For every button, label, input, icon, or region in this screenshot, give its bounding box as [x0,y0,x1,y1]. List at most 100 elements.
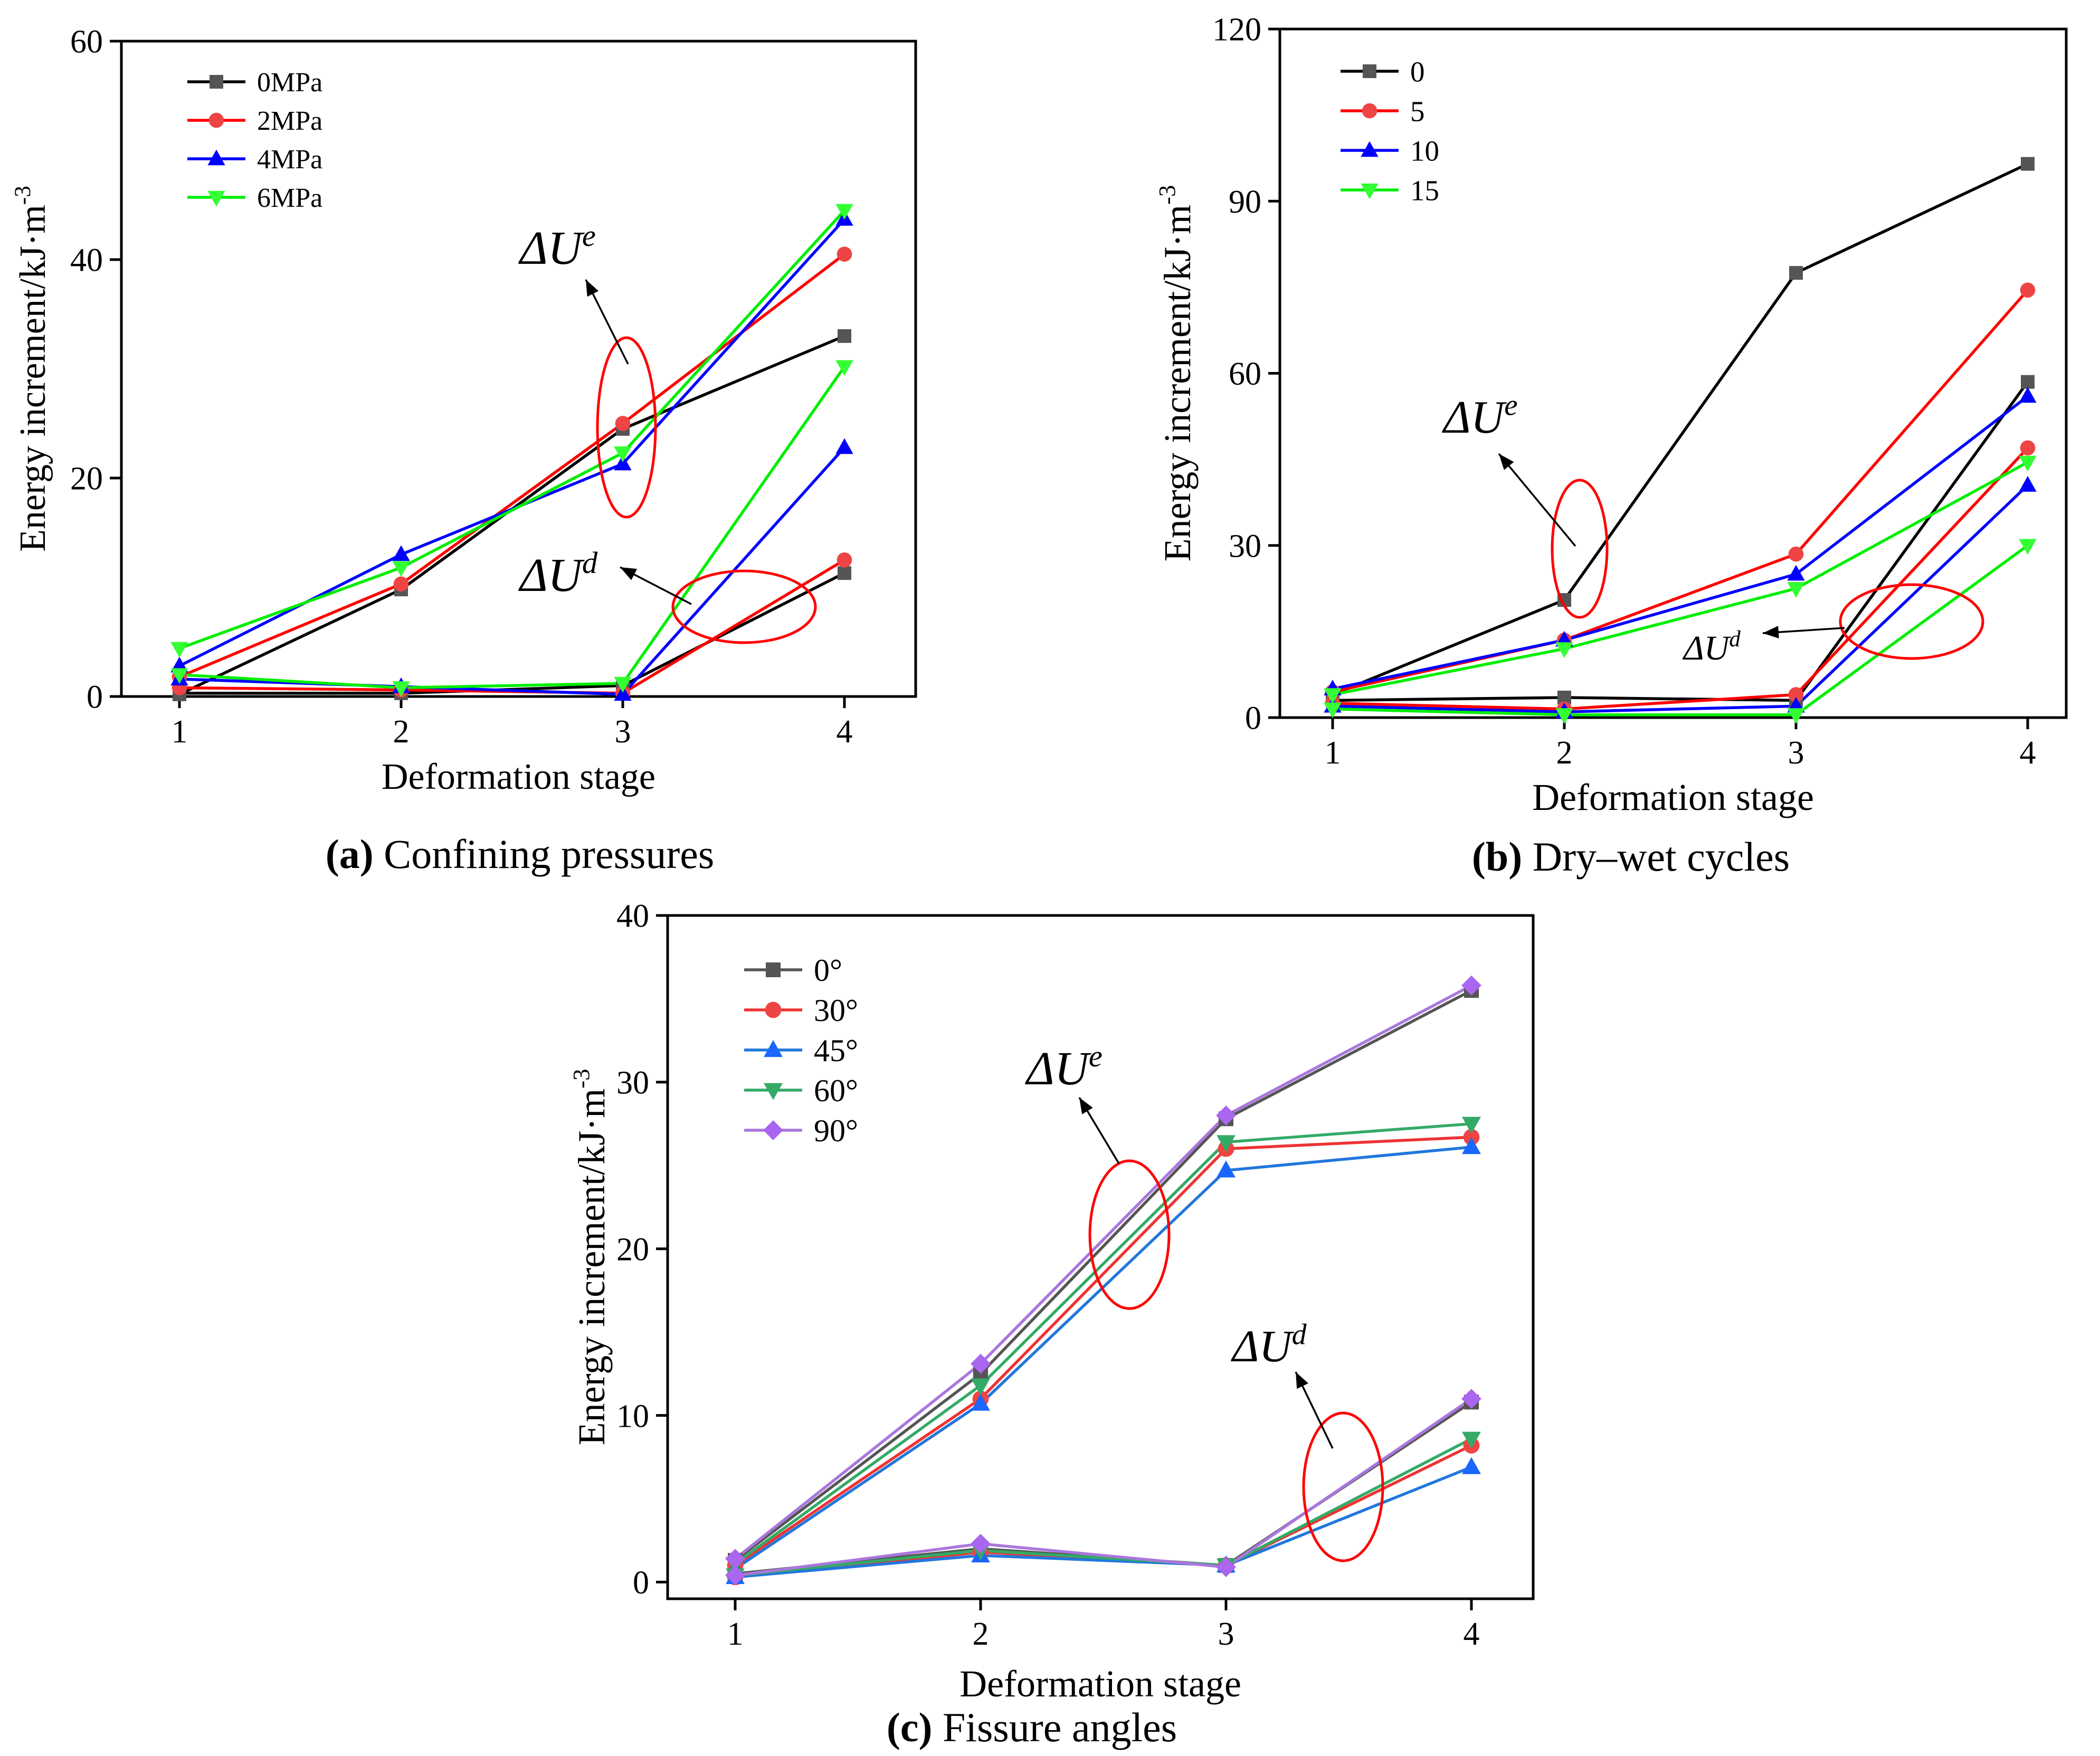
legend-marker [207,149,225,166]
data-point-dissipated [835,438,853,454]
y-axis-label-main: Energy increment/kJ·m [13,205,53,552]
y-tick-label: 60 [1229,356,1261,392]
legend-label: 45° [814,1033,858,1068]
data-point-elastic [725,1549,745,1569]
x-tick-label: 1 [172,714,188,750]
chart-panel-a: 0 20 40 60 1 2 3 4 Deformation stage Energy incre… [10,24,917,877]
annotation-main: ΔU [518,549,585,602]
data-point-dissipated [614,685,632,701]
plot-frame [666,914,1535,1600]
arrow-head [620,567,638,580]
annotation-main: ΔU [1025,1043,1091,1095]
panel-caption: (b) Dry–wet cycles [1472,834,1790,880]
series-line-dissipated [179,571,845,695]
annotation-sup: d [1729,627,1741,652]
series-line-dissipated [735,1465,1472,1579]
y-tick-label: 90 [1229,184,1261,220]
highlight-ellipse [1302,1411,1384,1562]
x-tick-label: 2 [393,714,410,750]
caption-text: Fissure angles [932,1704,1177,1750]
annotation-sup: e [1089,1039,1103,1073]
legend-label: 10 [1410,135,1439,167]
legend-label: 30° [814,993,858,1028]
data-point-dissipated [1788,687,1804,702]
y-axis-label-main: Energy increment/kJ·m [1156,205,1199,561]
x-tick-label: 2 [973,1616,989,1652]
data-point-elastic [1788,546,1804,562]
series-line-elastic [1332,395,2029,691]
arrow-head [1499,454,1514,470]
legend-marker [765,1001,782,1018]
data-point-elastic [2021,157,2035,171]
y-tick-label: 40 [616,899,649,934]
legend-marker [1361,183,1379,199]
data-point-dissipated [170,668,188,684]
x-tick-label: 3 [1218,1616,1234,1652]
data-point-elastic [838,329,851,343]
data-point-elastic [971,1394,990,1411]
data-point-elastic [2019,455,2037,472]
annotation-main: ΔU [1442,392,1507,443]
annotation-sup: d [582,546,598,580]
data-point-elastic [614,446,632,462]
data-point-dissipated [838,566,851,580]
y-tick-label: 30 [1229,528,1261,564]
legend-marker [766,962,781,977]
data-point-dissipated [725,1565,745,1586]
legend-marker [210,75,223,89]
data-point-elastic [1787,565,1805,581]
data-point-elastic [971,1353,991,1374]
plot-frame [120,40,917,698]
data-point-elastic [615,416,631,431]
arrow-head [1763,626,1779,639]
series-line-elastic [179,209,846,650]
legend-marker [763,1120,783,1140]
data-point-elastic [1217,1135,1236,1152]
data-point-elastic [2020,282,2036,298]
series-line-dissipated [735,1401,1472,1576]
legend-label: 0 [1410,55,1425,88]
y-tick-label: 0 [1245,701,1261,737]
panel-caption: (a) Confining pressures [326,831,715,877]
data-point-elastic [1463,1129,1480,1146]
y-axis-label-main: Energy increment/kJ·m [571,1089,613,1445]
caption-label: (c) [887,1704,933,1750]
annotation-elastic: ΔUe [518,218,596,274]
data-point-elastic [1217,1160,1236,1178]
data-point-dissipated [835,360,853,376]
data-point-dissipated [2020,440,2036,456]
y-axis-label: Energy increment/kJ·m-3 [568,1069,613,1446]
x-tick-label: 1 [727,1616,744,1652]
x-tick-label: 3 [1788,735,1804,771]
x-tick-label: 4 [1464,1616,1480,1652]
annotation-main: ΔU [1231,1321,1294,1371]
x-tick-label: 1 [1325,735,1341,771]
data-point-dissipated [1324,702,1342,719]
legend-label: 6MPa [257,183,322,213]
data-point-elastic [1789,266,1803,280]
highlight-ellipse [1088,1159,1171,1310]
caption-text: Dry–wet cycles [1522,834,1790,880]
data-point-dissipated [1462,1431,1481,1449]
panel-caption: (c) Fissure angles [887,1704,1177,1750]
legend-label: 0° [814,953,842,988]
y-tick-label: 20 [616,1232,649,1267]
series-line-elastic [734,1122,1472,1565]
caption-label: (b) [1472,834,1522,880]
series-line-elastic [1332,461,2029,696]
plot-frame [1278,27,2068,719]
highlight-ellipse [1551,479,1609,619]
data-point-elastic [614,454,632,471]
series-line-elastic [1332,163,2029,696]
data-point-elastic [392,561,410,577]
data-point-dissipated [837,552,852,568]
legend-label: 15 [1410,174,1439,206]
chart-panel-c: 0 10 20 30 40 1 2 3 4 Deformation stage Energy inc… [568,899,1535,1750]
series-line-dissipated [1332,484,2029,713]
data-point-dissipated [1787,708,1805,724]
data-point-elastic [1462,1116,1481,1134]
y-tick-label: 0 [87,680,103,715]
series-line-dissipated [179,558,845,695]
arrow-head [586,280,599,297]
series-line-dissipated [1332,544,2029,717]
